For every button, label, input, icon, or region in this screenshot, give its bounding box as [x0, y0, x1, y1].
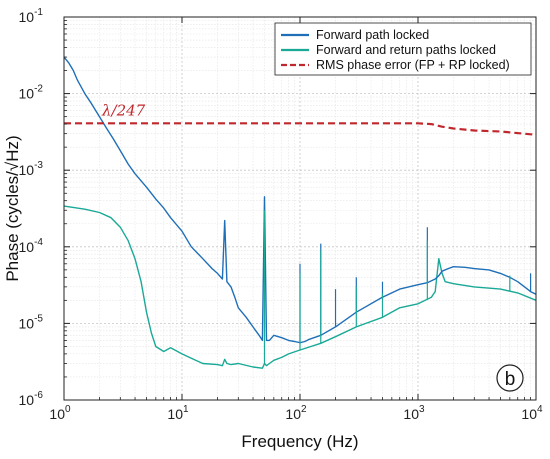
series-line-0	[63, 56, 537, 344]
x-tick-exponent: 4	[537, 404, 543, 415]
legend-label-0: Forward path locked	[316, 28, 429, 42]
series-layer	[63, 56, 537, 369]
y-axis-label: Phase (cycles/√Hz)	[3, 135, 22, 281]
y-tick-exponent: -2	[34, 84, 43, 95]
x-axis-label: Frequency (Hz)	[241, 432, 358, 451]
tick-marks	[63, 16, 537, 401]
y-tick-exponent: -6	[34, 390, 43, 401]
y-tick-exponent: -1	[34, 7, 43, 18]
lambda-annotation: λ/247	[101, 101, 146, 119]
panel-label-circle	[496, 364, 524, 392]
legend-box	[274, 22, 532, 76]
y-tick-exponent: -3	[34, 160, 43, 171]
x-tick-exponent: 3	[419, 404, 425, 415]
series-line-1	[63, 205, 537, 369]
x-tick-exponent: 0	[65, 404, 71, 415]
y-tick-exponent: -4	[34, 237, 43, 248]
legend-label-2: RMS phase error (FP + RP locked)	[316, 58, 510, 72]
series-line-2	[64, 122, 537, 136]
x-tick-exponent: 1	[183, 404, 189, 415]
legend-label-1: Forward and return paths locked	[316, 43, 496, 57]
panel-label: b	[496, 364, 524, 392]
panel-label-text: b	[505, 369, 516, 390]
x-tick-exponent: 2	[301, 404, 307, 415]
y-tick-exponent: -5	[34, 313, 43, 324]
